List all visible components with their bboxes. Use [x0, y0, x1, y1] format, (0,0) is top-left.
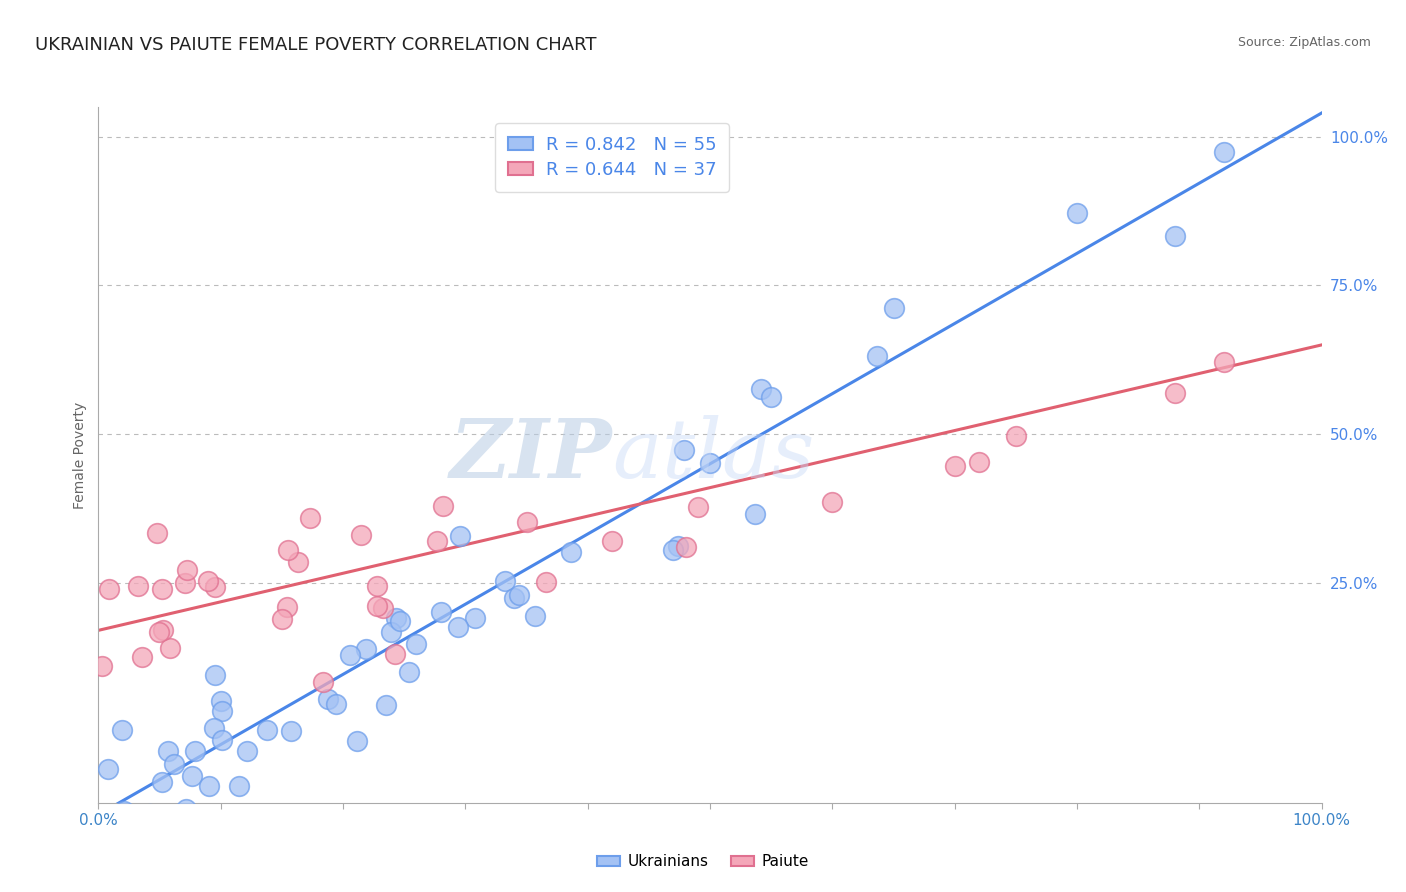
Point	[673, 442, 696, 457]
Point	[256, 723, 278, 737]
Point	[204, 580, 226, 594]
Point	[384, 647, 406, 661]
Point	[350, 527, 373, 541]
Point	[131, 649, 153, 664]
Point	[211, 732, 233, 747]
Point	[515, 515, 537, 529]
Point	[430, 606, 453, 620]
Point	[446, 619, 468, 633]
Point	[662, 542, 685, 557]
Point	[277, 542, 299, 557]
Point	[198, 779, 221, 793]
Point	[100, 881, 122, 892]
Point	[204, 668, 226, 682]
Point	[97, 762, 120, 776]
Point	[150, 582, 173, 597]
Point	[152, 624, 174, 638]
Point	[202, 721, 225, 735]
Point	[163, 756, 186, 771]
Point	[1274, 49, 1296, 63]
Point	[503, 591, 526, 605]
Point	[228, 779, 250, 793]
Point	[1212, 355, 1234, 369]
Point	[236, 744, 259, 758]
Point	[174, 802, 197, 816]
Point	[426, 534, 449, 549]
Text: ZIP: ZIP	[450, 415, 612, 495]
Point	[156, 744, 179, 758]
Point	[148, 625, 170, 640]
Point	[943, 458, 966, 473]
Point	[744, 508, 766, 522]
Point	[749, 383, 772, 397]
Point	[405, 637, 427, 651]
Point	[385, 610, 408, 624]
Point	[271, 612, 294, 626]
Point	[1164, 228, 1187, 243]
Point	[524, 608, 547, 623]
Point	[366, 599, 388, 613]
Point	[197, 574, 219, 588]
Point	[299, 510, 322, 524]
Point	[967, 454, 990, 468]
Point	[174, 576, 197, 591]
Point	[346, 733, 368, 747]
Text: atlas: atlas	[612, 415, 814, 495]
Point	[675, 540, 697, 554]
Point	[176, 563, 198, 577]
Point	[600, 534, 623, 549]
Point	[98, 582, 121, 596]
Point	[89, 854, 111, 868]
Point	[821, 495, 844, 509]
Point	[508, 588, 530, 602]
Point	[380, 624, 402, 639]
Text: Source: ZipAtlas.com: Source: ZipAtlas.com	[1237, 36, 1371, 49]
Point	[1212, 145, 1234, 159]
Point	[699, 456, 721, 470]
Point	[280, 724, 302, 739]
Point	[494, 574, 516, 588]
Point	[181, 769, 204, 783]
Point	[1066, 205, 1088, 219]
Point	[112, 804, 135, 818]
Point	[139, 807, 162, 822]
Text: UKRAINIAN VS PAIUTE FEMALE POVERTY CORRELATION CHART: UKRAINIAN VS PAIUTE FEMALE POVERTY CORRE…	[35, 36, 596, 54]
Point	[354, 641, 377, 656]
Point	[146, 526, 169, 541]
Point	[150, 774, 173, 789]
Point	[91, 659, 114, 673]
Point	[312, 674, 335, 689]
Point	[761, 390, 783, 404]
Point	[375, 698, 398, 713]
Point	[464, 610, 486, 624]
Point	[211, 704, 233, 718]
Point	[534, 575, 557, 590]
Point	[450, 528, 472, 542]
Y-axis label: Female Poverty: Female Poverty	[73, 401, 87, 508]
Point	[883, 301, 905, 316]
Point	[389, 614, 412, 628]
Point	[560, 544, 582, 558]
Point	[184, 743, 207, 757]
Point	[287, 555, 309, 569]
Point	[159, 640, 181, 655]
Point	[276, 600, 298, 615]
Point	[127, 579, 149, 593]
Point	[666, 539, 689, 553]
Point	[366, 579, 388, 593]
Point	[398, 665, 420, 679]
Point	[111, 723, 134, 737]
Point	[1004, 429, 1026, 443]
Point	[866, 349, 889, 363]
Point	[686, 500, 709, 514]
Point	[209, 694, 232, 708]
Point	[339, 648, 361, 662]
Point	[432, 499, 454, 513]
Point	[1164, 386, 1187, 401]
Point	[371, 601, 394, 615]
Point	[316, 692, 339, 706]
Legend: R = 0.842   N = 55, R = 0.644   N = 37: R = 0.842 N = 55, R = 0.644 N = 37	[495, 123, 730, 192]
Point	[325, 698, 347, 712]
Legend: Ukrainians, Paiute: Ukrainians, Paiute	[591, 848, 815, 875]
